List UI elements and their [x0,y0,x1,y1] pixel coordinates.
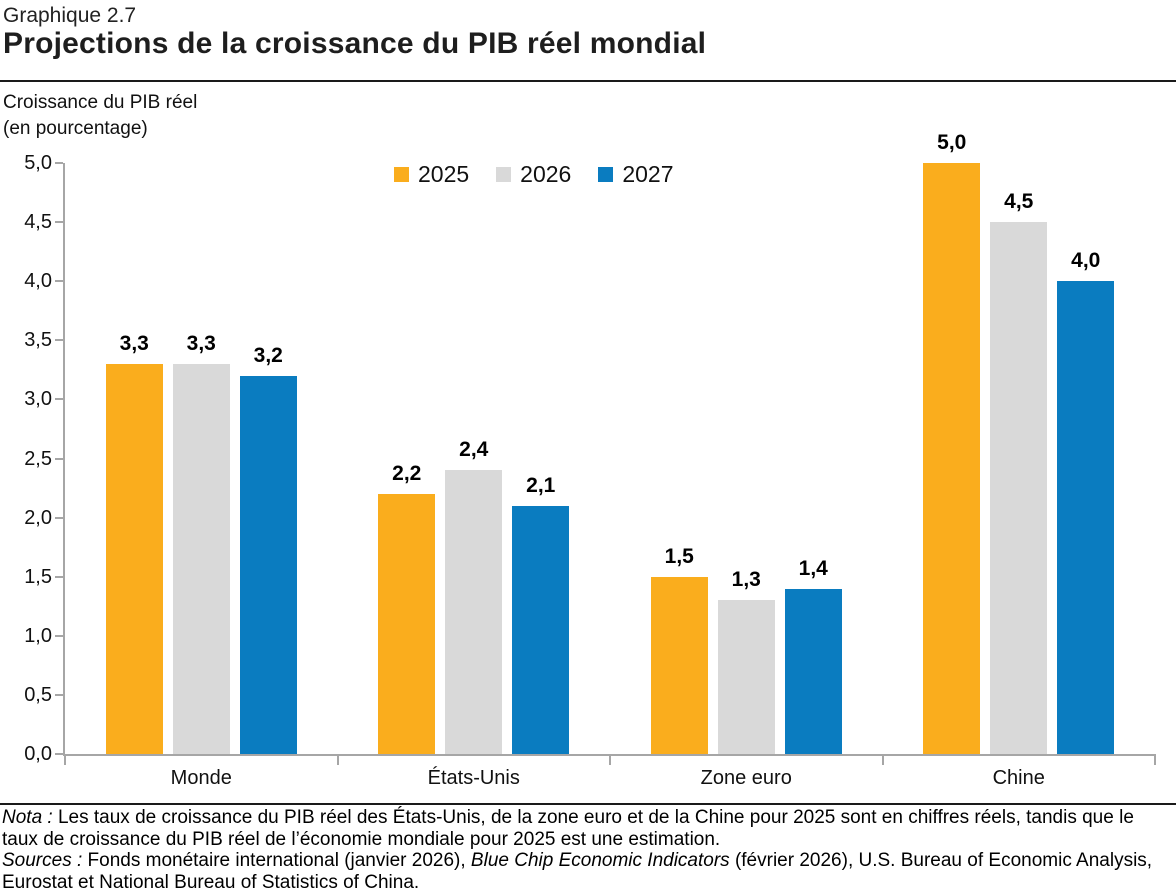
plot-area: 5,0 4,5 4,0 3,5 3,0 2,5 2,0 1,5 1,0 0,5 0,0 3,3 3,3 3… [24,131,1156,789]
nota-text: Nota : Les taux de croissance du PIB rée… [2,807,1134,850]
y-axis-tick-label: 4,0 [24,270,52,293]
bar-value-label: 5,0 [937,131,967,154]
bar-2026-chine [990,222,1048,754]
notes-divider [0,803,1176,805]
x-axis-category-label: Chine [992,767,1045,789]
y-axis-tick [55,280,63,283]
y-axis-caption-line2: (en pourcentage) [3,118,148,139]
legend-swatch-2026-icon [496,167,512,182]
bar-value-label: 2,2 [392,461,422,485]
legend-label-2027: 2027 [622,161,674,187]
y-axis-tick-label: 2,0 [24,506,52,529]
y-axis-tick [55,575,63,578]
bar-value-label: 1,3 [731,568,761,592]
sources-text: Sources : Fonds monétaire international … [2,850,1153,888]
bar-value-label: 4,0 [1071,249,1101,273]
title-divider [0,80,1176,82]
figure-title: Projections de la croissance du PIB réel… [3,27,707,60]
y-axis-tick [55,693,63,696]
y-axis-tick-label: 4,5 [24,211,52,234]
legend-item-2025: 2025 [394,161,469,188]
y-axis-tick [55,221,63,224]
x-axis-category-label: États-Unis [427,767,520,789]
bar-value-label: 2,4 [459,438,489,462]
legend-item-2027: 2027 [598,161,674,188]
bar-2026-zone-euro [717,600,775,754]
bar-2026--tats-unis [445,470,503,754]
y-axis-tick-label: 5,0 [24,152,52,174]
y-axis-tick-label: 0,0 [24,743,52,765]
bar-2025-chine [923,163,981,754]
bar-value-label: 3,3 [119,331,149,355]
y-axis-tick [55,162,63,164]
legend-swatch-2025-icon [394,167,409,182]
y-axis-line [63,163,65,756]
bar-2027-monde [239,375,297,754]
y-axis-tick [55,398,63,401]
x-axis-category-label: Monde [170,767,232,789]
notes-block: Nota : Les taux de croissance du PIB rée… [2,807,1174,888]
bar-2027-chine [1057,281,1115,754]
bar-value-label: 3,3 [186,331,216,355]
bar-value-label: 1,4 [798,556,828,580]
bar-2026-monde [172,363,230,754]
legend-item-2026: 2026 [496,161,571,188]
y-axis-caption: Croissance du PIB réel (en pourcentage) [3,90,197,142]
figure-number: Graphique 2.7 [3,4,137,27]
y-axis-tick-label: 1,0 [24,624,52,647]
bar-value-label: 1,5 [664,544,694,568]
y-axis-tick-label: 0,5 [24,683,52,706]
y-axis-tick [55,516,63,519]
x-axis-category-label: Zone euro [700,767,792,789]
y-axis-tick-label: 1,5 [24,565,52,588]
y-axis-tick-label: 3,5 [24,329,52,352]
y-axis-tick-label: 3,0 [24,388,52,411]
y-axis-tick [55,339,63,342]
y-axis-tick-label: 2,5 [24,447,52,470]
bar-value-label: 3,2 [253,343,283,367]
y-axis-caption-line1: Croissance du PIB réel [3,92,198,113]
x-axis-tick [1154,754,1156,765]
legend-label-2025: 2025 [418,161,470,187]
y-axis-tick [55,457,63,460]
x-axis-tick [609,754,611,765]
legend-label-2026: 2026 [520,161,572,187]
bar-2025-monde [105,363,163,754]
bar-2027-zone-euro [784,588,842,754]
y-axis-tick [55,634,63,637]
y-axis-tick [55,753,63,755]
x-axis-tick [64,754,66,765]
bar-2025-zone-euro [650,576,708,754]
bar-2027--tats-unis [512,505,570,754]
legend-swatch-2027-icon [598,167,614,182]
x-axis-tick [881,754,884,765]
x-axis-tick [336,754,339,765]
bar-2025--tats-unis [378,493,436,754]
bar-value-label: 4,5 [1004,190,1034,214]
bar-value-label: 2,1 [526,473,556,497]
chart-legend: 2025 2026 2027 [394,161,674,188]
